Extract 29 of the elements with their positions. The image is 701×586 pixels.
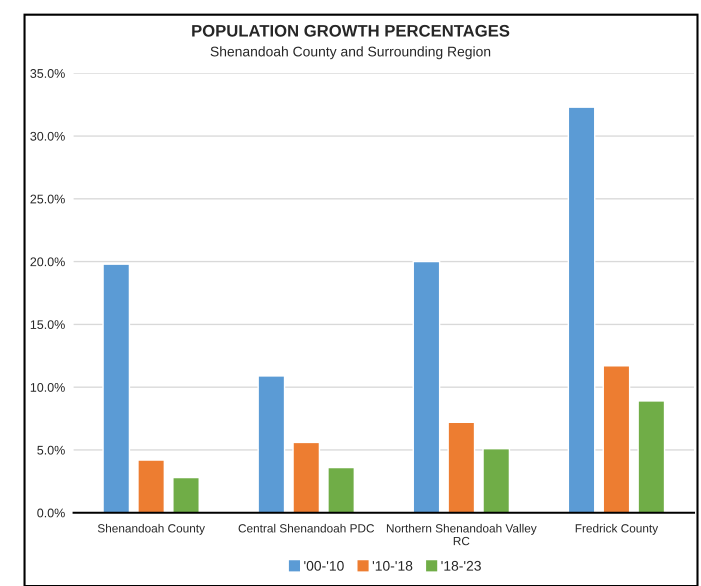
y-tick-label: 20.0% [30,257,65,266]
legend-label: '18-'23 [441,560,481,571]
y-tick-label: 0.0% [37,508,65,518]
bar [102,263,130,513]
x-tick-label: Northern Shenandoah Valley RC [386,524,537,546]
chart-subtitle: Shenandoah County and Surrounding Region [210,46,490,60]
y-tick-label: 10.0% [30,382,65,392]
bar [327,466,356,513]
bar [568,106,596,513]
legend-label: '10-'18 [372,560,412,571]
bar [412,260,440,513]
x-tick-label: Central Shenandoah PDC [238,524,374,533]
y-tick-label: 30.0% [30,132,65,141]
chart-title: POPULATION GROWTH PERCENTAGES [192,24,510,37]
bar [602,365,630,513]
bar [637,400,666,513]
y-tick-label: 25.0% [30,194,65,204]
y-tick-label: 5.0% [37,446,65,455]
x-tick-label: Shenandoah County [98,524,205,535]
bar [482,448,510,513]
x-tick-label: Fredrick County [576,524,658,535]
y-tick-label: 35.0% [30,69,65,78]
bar [447,422,476,513]
bar [257,375,286,513]
y-tick-label: 15.0% [30,320,65,330]
legend-label: '00-'10 [304,560,344,571]
bar [137,459,166,513]
bar [172,476,200,513]
bar [292,442,320,513]
